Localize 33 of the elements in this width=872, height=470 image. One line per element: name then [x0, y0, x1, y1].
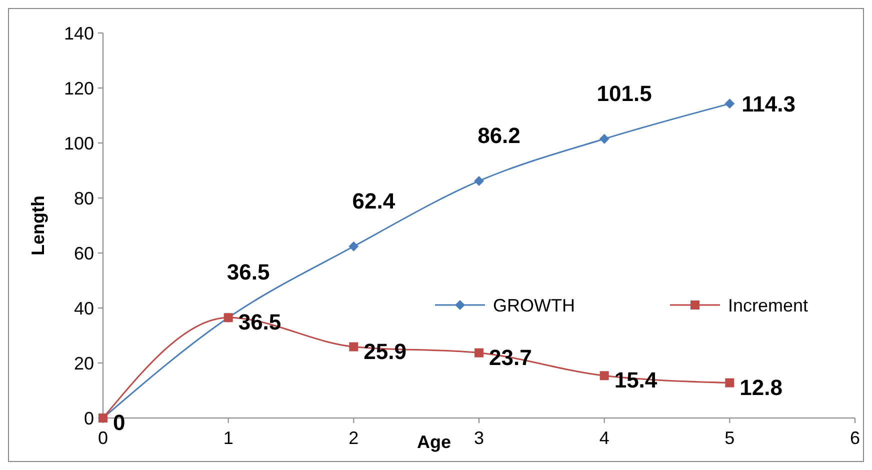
x-tick-label: 1 [223, 428, 234, 448]
x-tick-label: 4 [599, 428, 610, 448]
y-axis-title: Length [28, 196, 48, 256]
y-tick-label: 40 [74, 298, 94, 318]
legend-label: GROWTH [493, 295, 575, 316]
x-tick-label: 0 [98, 428, 108, 448]
point [724, 98, 735, 109]
data-label: 114.3 [742, 92, 796, 117]
point [725, 378, 734, 388]
x-axis-title: Age [416, 432, 452, 452]
y-tick-label: 20 [74, 353, 94, 374]
legend-label: Increment [728, 295, 808, 316]
x-tick-label: 3 [474, 428, 484, 448]
point [349, 342, 358, 352]
data-label: 12.8 [740, 374, 782, 400]
data-label: 36.5 [226, 260, 270, 285]
point [599, 134, 610, 144]
point [348, 241, 359, 252]
y-tick-label: 120 [64, 78, 94, 98]
y-tick-label: 100 [64, 133, 94, 154]
y-tick-label: 140 [64, 23, 94, 44]
x-tick-label: 5 [724, 428, 735, 448]
x-tick-label: 6 [850, 428, 860, 448]
point [474, 348, 484, 358]
data-label: 86.2 [478, 122, 520, 148]
x-tick-label: 2 [348, 428, 359, 448]
y-tick-label: 60 [74, 243, 94, 264]
y-tick-label: 0 [84, 408, 94, 428]
y-tick-label: 80 [74, 188, 94, 208]
point [474, 176, 484, 186]
point [600, 371, 609, 380]
data-label: 62.4 [352, 188, 396, 214]
data-label: 101.5 [596, 80, 652, 106]
